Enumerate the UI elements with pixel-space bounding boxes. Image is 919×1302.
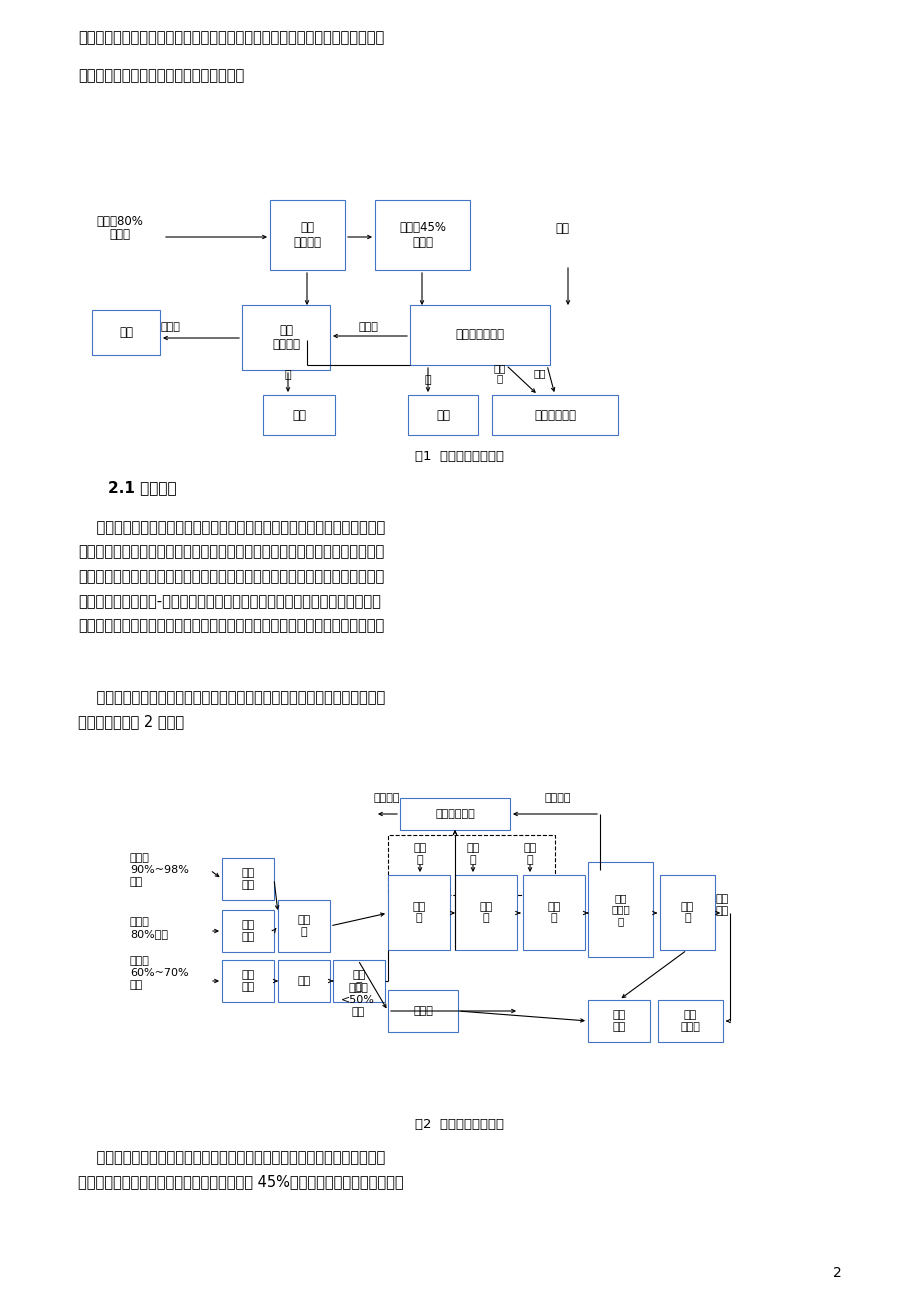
Text: 含水率80%
湿污泥: 含水率80% 湿污泥 [96, 215, 143, 241]
Text: 接收
釜: 接收 釜 [297, 915, 311, 937]
Text: 凝结
水: 凝结 水 [494, 363, 505, 383]
Text: 烟气
处理系统: 烟气 处理系统 [272, 323, 300, 352]
Bar [455, 875, 516, 950]
Text: 煤炭: 煤炭 [554, 223, 568, 234]
Text: 深度
脱水车间: 深度 脱水车间 [293, 221, 321, 249]
Bar [333, 960, 384, 1003]
Bar [587, 862, 652, 957]
Text: 烟囱: 烟囱 [119, 326, 133, 339]
Bar [278, 900, 330, 952]
Bar [221, 960, 274, 1003]
Bar [221, 910, 274, 952]
Text: 含水率45%
干污泥: 含水率45% 干污泥 [399, 221, 446, 249]
Text: 图1  污泥处理工艺流程: 图1 污泥处理工艺流程 [415, 450, 504, 464]
Text: 汽轮发电机组: 汽轮发电机组 [533, 409, 575, 422]
Text: 达标排放: 达标排放 [373, 793, 400, 803]
Bar [388, 990, 458, 1032]
Text: 为了提高脱水机械生产能力、降低运行能耗、改善污泥脱水性能，采用化学
方式对污泥颗粒进行调理和改性，使得颗粒表面的吸附水、毛细孔道的束缚水及
部分微生物的胞内水转: 为了提高脱水机械生产能力、降低运行能耗、改善污泥脱水性能，采用化学 方式对污泥颗… [78, 519, 385, 633]
Text: 循环流化床锅炉: 循环流化床锅炉 [455, 328, 504, 341]
Text: 浓缩
泥罐: 浓缩 泥罐 [241, 868, 255, 889]
Text: 渣: 渣 [425, 375, 431, 385]
Bar [388, 835, 554, 894]
Bar [659, 875, 714, 950]
Text: 接收
料仓: 接收 料仓 [241, 921, 255, 941]
Text: 含水率
90%~98%
污泥: 含水率 90%~98% 污泥 [130, 853, 188, 887]
Text: 污泥深度脱水系统由污泥接收、调理改性、压滤脱水和废气吸收净化等四个
单元组成，如图 2 所示。: 污泥深度脱水系统由污泥接收、调理改性、压滤脱水和废气吸收净化等四个 单元组成，如… [78, 690, 385, 729]
Text: 稳定
剂: 稳定 剂 [466, 842, 479, 865]
Text: 输泥
皮带: 输泥 皮带 [612, 1010, 625, 1031]
Text: 吸收废液: 吸收废液 [544, 793, 571, 803]
Bar [522, 875, 584, 950]
Text: 调理
剂: 调理 剂 [413, 842, 426, 865]
Text: 净烟气: 净烟气 [160, 322, 180, 332]
Bar [410, 305, 550, 365]
Bar [657, 1000, 722, 1042]
Text: 含水率
80%污泥: 含水率 80%污泥 [130, 917, 168, 939]
Text: 改性
釜: 改性 釜 [547, 902, 560, 923]
Text: 稳定
釜: 稳定 釜 [479, 902, 492, 923]
Text: 改性
剂: 改性 剂 [523, 842, 536, 865]
Text: 接收
釜: 接收 釜 [352, 970, 365, 992]
Bar [375, 201, 470, 270]
Bar [263, 395, 335, 435]
Text: 破碎: 破碎 [297, 976, 311, 986]
Text: 废水
预处理: 废水 预处理 [680, 1010, 699, 1031]
Bar [407, 395, 478, 435]
Bar [92, 310, 160, 355]
Text: 渣库: 渣库 [436, 409, 449, 422]
Bar [587, 1000, 650, 1042]
Text: 灰: 灰 [284, 370, 291, 380]
Text: 调理
釜: 调理 釜 [412, 902, 425, 923]
Bar [492, 395, 618, 435]
Text: 2.1 深度脱水: 2.1 深度脱水 [108, 480, 176, 495]
Text: 灰库: 灰库 [291, 409, 306, 422]
Text: 干化焚烧工艺，后者是将脱水污泥通过雾化喷嘴形成滴雾后与高温烟气并流接触: 干化焚烧工艺，后者是将脱水污泥通过雾化喷嘴形成滴雾后与高温烟气并流接触 [78, 30, 384, 46]
Text: 蒸汽: 蒸汽 [533, 368, 546, 378]
Text: 含水率
60%~70%
污泥: 含水率 60%~70% 污泥 [130, 957, 188, 990]
Bar [242, 305, 330, 370]
Text: 调理
污泥储
罐: 调理 污泥储 罐 [610, 893, 630, 926]
Bar [400, 798, 509, 829]
Text: 干泥库: 干泥库 [413, 1006, 433, 1016]
Bar [388, 875, 449, 950]
Text: 含水率
<50%
污泥: 含水率 <50% 污泥 [341, 983, 375, 1017]
Text: 脱水
滤液: 脱水 滤液 [714, 894, 728, 915]
Text: 接收
料仓: 接收 料仓 [241, 970, 255, 992]
Text: 压滤
机: 压滤 机 [680, 902, 693, 923]
Text: 达到干化，然后在回转式焚烧炉进行焚烧。: 达到干化，然后在回转式焚烧炉进行焚烧。 [78, 68, 244, 83]
Text: 2: 2 [833, 1266, 841, 1280]
Text: 尾气吸收系统: 尾气吸收系统 [435, 809, 474, 819]
Text: 图2  深度脱水工艺流程: 图2 深度脱水工艺流程 [415, 1118, 504, 1131]
Text: 原烟气: 原烟气 [357, 322, 378, 332]
Bar [221, 858, 274, 900]
Text: 通过汽车驳运的污泥进厂后倒入污泥接收料仓，经过加药调理、改性等环节
后泵入厢式隔膜压滤机，经压滤脱水为含水率 45%左右的干泥，最后由输送机送: 通过汽车驳运的污泥进厂后倒入污泥接收料仓，经过加药调理、改性等环节 后泵入厢式隔… [78, 1150, 403, 1190]
Bar [278, 960, 330, 1003]
Bar [269, 201, 345, 270]
